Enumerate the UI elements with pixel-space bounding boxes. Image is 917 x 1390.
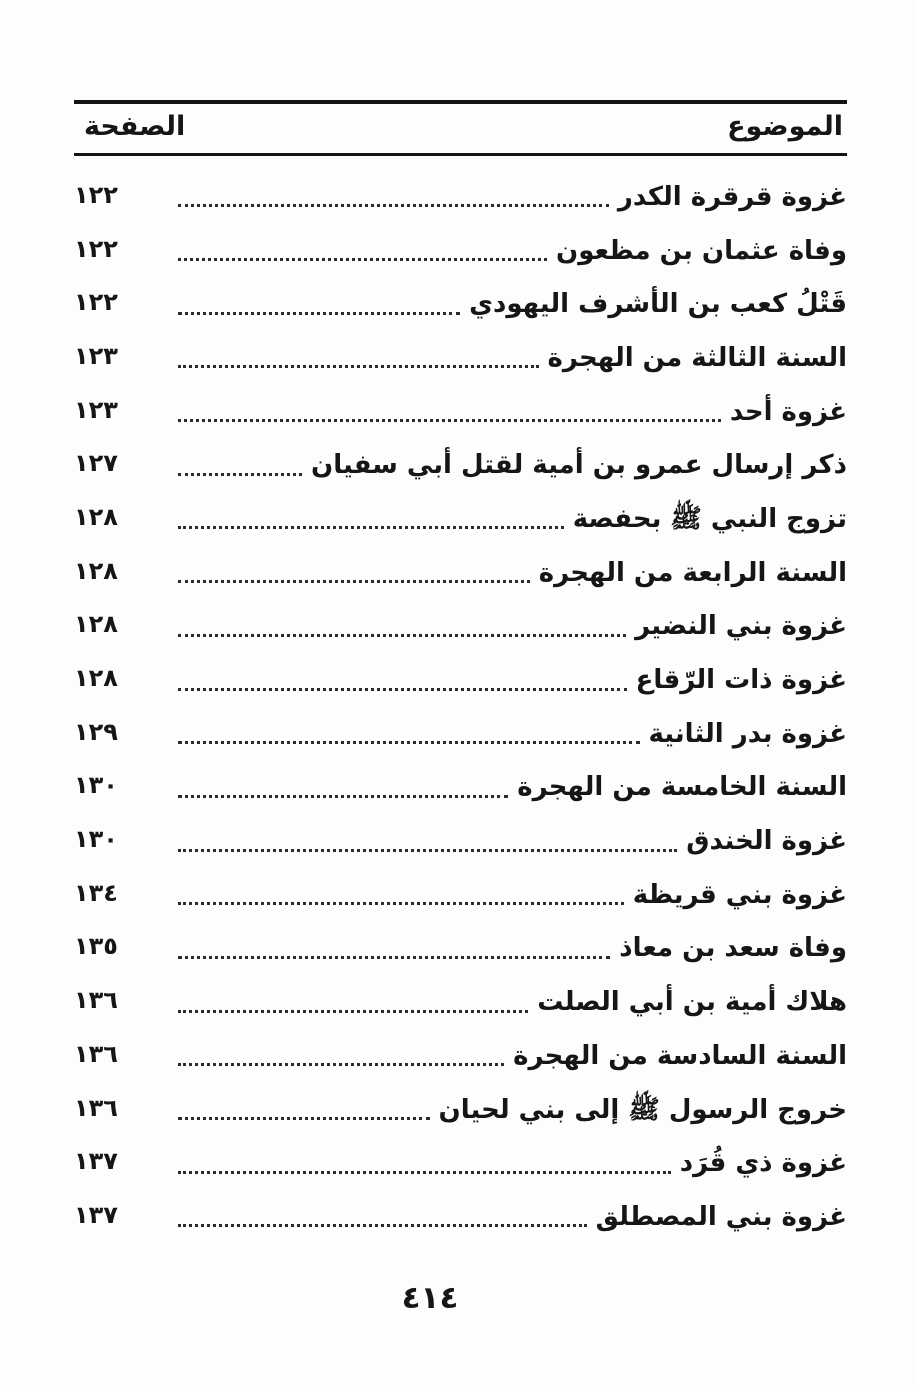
- dotted-leader: [178, 365, 539, 369]
- toc-row: غزوة ذات الرّقاع ١٢٨: [74, 653, 847, 707]
- toc-row: وفاة عثمان بن مظعون ١٢٢: [74, 224, 847, 278]
- toc-row: السنة السادسة من الهجرة ١٣٦: [74, 1029, 847, 1083]
- dotted-leader: [178, 258, 548, 262]
- toc-entry-title: السنة الرابعة من الهجرة: [538, 557, 847, 588]
- toc-row: غزوة أحد ١٢٣: [74, 385, 847, 439]
- dotted-leader: [178, 794, 509, 798]
- toc-entry-title: قَتْلُ كعب بن الأشرف اليهودي: [469, 289, 847, 320]
- dotted-leader: [178, 1009, 529, 1013]
- toc-row: غزوة الخندق ١٣٠: [74, 814, 847, 868]
- dotted-leader: [178, 311, 461, 315]
- toc-entry-page-number: ١٣٧: [74, 1200, 118, 1229]
- toc-row: هلاك أمية بن أبي الصلت ١٣٦: [74, 975, 847, 1029]
- toc-entry-title: غزوة بني قريظة: [632, 879, 847, 910]
- toc-row: غزوة بني النضير ١٢٨: [74, 600, 847, 654]
- toc-row: تزوج النبي ﷺ بحفصة ١٢٨: [74, 492, 847, 546]
- toc-row: غزوة قرقرة الكدر ١٢٢: [74, 170, 847, 224]
- toc-entry-title: غزوة بني المصطلق: [595, 1201, 847, 1232]
- toc-entry-page-number: ١٣٦: [74, 1039, 118, 1068]
- toc-entry-page-number: ١٣٧: [74, 1147, 118, 1176]
- toc-row: غزوة بني المصطلق ١٣٧: [74, 1190, 847, 1244]
- toc-entry-page-number: ١٢٢: [74, 288, 118, 317]
- toc-entry-page-number: ١٢٩: [74, 717, 118, 746]
- toc-entry-page-number: ١٣٤: [74, 878, 118, 907]
- toc-row: السنة الرابعة من الهجرة ١٢٨: [74, 546, 847, 600]
- toc-entry-page-number: ١٢٣: [74, 395, 118, 424]
- dotted-leader: [178, 741, 640, 745]
- dotted-leader: [178, 580, 530, 584]
- toc-entry-page-number: ١٢٨: [74, 664, 118, 693]
- dotted-leader: [178, 848, 678, 852]
- dotted-leader: [178, 1224, 587, 1228]
- toc-row: ذكر إرسال عمرو بن أمية لقتل أبي سفيان ١٢…: [74, 438, 847, 492]
- toc-entry-page-number: ١٣٦: [74, 1093, 118, 1122]
- toc-entry-page-number: ١٣٠: [74, 771, 118, 800]
- toc-entry-title: غزوة ذات الرّقاع: [635, 665, 847, 696]
- toc-entry-page-number: ١٢٨: [74, 610, 118, 639]
- toc-entry-title: غزوة أحد: [729, 396, 847, 427]
- toc-entry-title: السنة الثالثة من الهجرة: [547, 342, 847, 373]
- toc-entry-page-number: ١٢٨: [74, 556, 118, 585]
- toc-header: الموضوع الصفحة: [74, 100, 847, 156]
- dotted-leader: [178, 1063, 505, 1067]
- toc-entry-title: وفاة سعد بن معاذ: [619, 933, 847, 964]
- toc-entry-title: غزوة بدر الثانية: [648, 718, 847, 749]
- folio-page-number: ٤١٤: [401, 1280, 459, 1316]
- toc-row: غزوة ذي قُرَد ١٣٧: [74, 1136, 847, 1190]
- dotted-leader: [178, 633, 627, 637]
- header-page-label: الصفحة: [84, 111, 186, 142]
- dotted-leader: [178, 526, 564, 530]
- toc-entry-page-number: ١٢٣: [74, 341, 118, 370]
- toc-row: وفاة سعد بن معاذ ١٣٥: [74, 922, 847, 976]
- dotted-leader: [178, 955, 611, 959]
- toc-entry-page-number: ١٢٢: [74, 234, 118, 263]
- dotted-leader: [178, 902, 624, 906]
- header-subject-label: الموضوع: [727, 111, 843, 142]
- toc-entry-title: ذكر إرسال عمرو بن أمية لقتل أبي سفيان: [311, 450, 847, 481]
- toc-row: السنة الثالثة من الهجرة ١٢٣: [74, 331, 847, 385]
- toc-row: السنة الخامسة من الهجرة ١٣٠: [74, 761, 847, 815]
- dotted-leader: [178, 419, 721, 423]
- toc-entry-title: غزوة قرقرة الكدر: [617, 181, 847, 212]
- toc-entry-title: السنة السادسة من الهجرة: [513, 1040, 847, 1071]
- dotted-leader: [178, 472, 303, 476]
- dotted-leader: [178, 687, 627, 691]
- toc-entry-title: غزوة بني النضير: [635, 611, 847, 642]
- toc-entry-title: وفاة عثمان بن مظعون: [556, 235, 847, 266]
- dotted-leader: [178, 1117, 430, 1121]
- toc-entry-title: هلاك أمية بن أبي الصلت: [537, 987, 847, 1018]
- toc-row: خروج الرسول ﷺ إلى بني لحيان ١٣٦: [74, 1083, 847, 1137]
- toc-entry-title: غزوة ذي قُرَد: [679, 1148, 847, 1179]
- toc-entry-title: السنة الخامسة من الهجرة: [517, 772, 847, 803]
- toc-entry-page-number: ١٣٥: [74, 932, 118, 961]
- toc-entry-page-number: ١٣٠: [74, 825, 118, 854]
- dotted-leader: [178, 1170, 671, 1174]
- toc-entry-page-number: ١٢٢: [74, 180, 118, 209]
- toc-row: غزوة بدر الثانية ١٢٩: [74, 707, 847, 761]
- toc-row: قَتْلُ كعب بن الأشرف اليهودي ١٢٢: [74, 277, 847, 331]
- toc-entry-page-number: ١٢٧: [74, 449, 118, 478]
- toc-entry-page-number: ١٢٨: [74, 502, 118, 531]
- dotted-leader: [178, 204, 609, 208]
- toc-entry-title: غزوة الخندق: [686, 826, 847, 857]
- toc-entry-title: تزوج النبي ﷺ بحفصة: [572, 503, 847, 534]
- toc-list: غزوة قرقرة الكدر ١٢٢ وفاة عثمان بن مظعون…: [74, 170, 847, 1244]
- toc-row: غزوة بني قريظة ١٣٤: [74, 868, 847, 922]
- toc-entry-title: خروج الرسول ﷺ إلى بني لحيان: [438, 1094, 847, 1125]
- toc-entry-page-number: ١٣٦: [74, 986, 118, 1015]
